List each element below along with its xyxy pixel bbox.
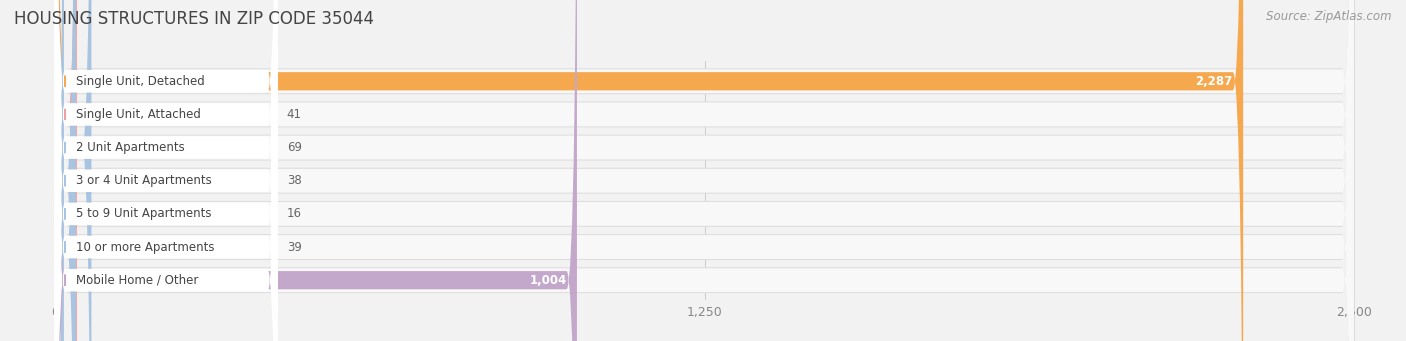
FancyBboxPatch shape bbox=[56, 0, 1354, 341]
FancyBboxPatch shape bbox=[55, 0, 1355, 341]
FancyBboxPatch shape bbox=[55, 0, 1355, 341]
Text: 3 or 4 Unit Apartments: 3 or 4 Unit Apartments bbox=[76, 174, 212, 187]
FancyBboxPatch shape bbox=[56, 0, 1354, 341]
Text: 39: 39 bbox=[287, 240, 301, 254]
FancyBboxPatch shape bbox=[55, 0, 1355, 341]
Text: 10 or more Apartments: 10 or more Apartments bbox=[76, 240, 215, 254]
FancyBboxPatch shape bbox=[56, 0, 1354, 341]
FancyBboxPatch shape bbox=[55, 0, 278, 341]
FancyBboxPatch shape bbox=[55, 0, 278, 341]
Text: Mobile Home / Other: Mobile Home / Other bbox=[76, 274, 198, 287]
FancyBboxPatch shape bbox=[55, 0, 278, 341]
FancyBboxPatch shape bbox=[55, 0, 278, 341]
Text: 16: 16 bbox=[287, 207, 302, 220]
FancyBboxPatch shape bbox=[56, 0, 1354, 341]
FancyBboxPatch shape bbox=[56, 0, 1354, 341]
FancyBboxPatch shape bbox=[55, 0, 1355, 341]
Text: 1,004: 1,004 bbox=[529, 274, 567, 287]
FancyBboxPatch shape bbox=[56, 0, 1354, 341]
Text: 69: 69 bbox=[287, 141, 302, 154]
Text: 2,287: 2,287 bbox=[1195, 75, 1233, 88]
FancyBboxPatch shape bbox=[56, 0, 1243, 341]
Text: HOUSING STRUCTURES IN ZIP CODE 35044: HOUSING STRUCTURES IN ZIP CODE 35044 bbox=[14, 10, 374, 28]
FancyBboxPatch shape bbox=[55, 0, 278, 341]
FancyBboxPatch shape bbox=[55, 0, 1355, 341]
Text: Single Unit, Attached: Single Unit, Attached bbox=[76, 108, 201, 121]
FancyBboxPatch shape bbox=[55, 0, 1355, 341]
FancyBboxPatch shape bbox=[53, 0, 66, 341]
FancyBboxPatch shape bbox=[55, 0, 278, 341]
Text: Source: ZipAtlas.com: Source: ZipAtlas.com bbox=[1267, 10, 1392, 23]
Text: Single Unit, Detached: Single Unit, Detached bbox=[76, 75, 205, 88]
FancyBboxPatch shape bbox=[56, 0, 576, 341]
FancyBboxPatch shape bbox=[55, 0, 278, 341]
FancyBboxPatch shape bbox=[56, 0, 76, 341]
FancyBboxPatch shape bbox=[56, 0, 77, 341]
Text: 5 to 9 Unit Apartments: 5 to 9 Unit Apartments bbox=[76, 207, 212, 220]
FancyBboxPatch shape bbox=[56, 0, 91, 341]
FancyBboxPatch shape bbox=[56, 0, 76, 341]
FancyBboxPatch shape bbox=[56, 0, 1354, 341]
Text: 41: 41 bbox=[287, 108, 302, 121]
FancyBboxPatch shape bbox=[55, 0, 1355, 341]
Text: 2 Unit Apartments: 2 Unit Apartments bbox=[76, 141, 186, 154]
Text: 38: 38 bbox=[287, 174, 301, 187]
